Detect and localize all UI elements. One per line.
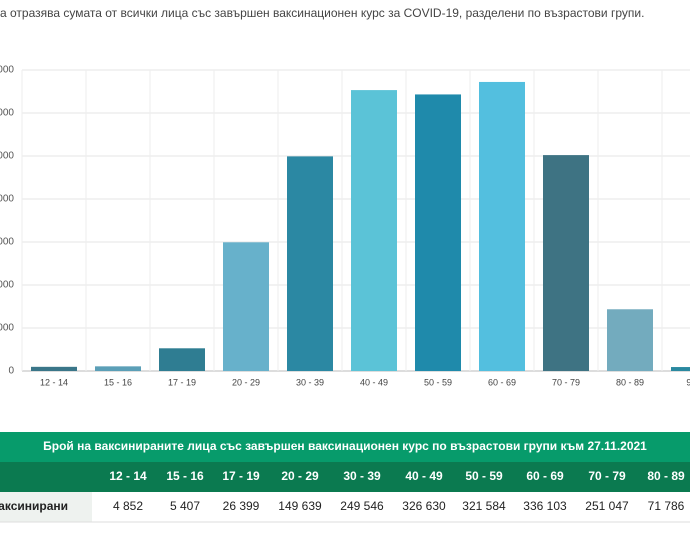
table-header: 40 - 49 [405,469,443,483]
table-cell: 321 584 [462,499,506,513]
bar [479,81,525,372]
x-tick-label: 80 - 89 [616,377,644,387]
bar [159,348,205,371]
bar [95,366,141,371]
x-tick-label: 12 - 14 [40,377,68,387]
table-header: 70 - 79 [588,469,626,483]
y-tick-label: 350000 [0,65,14,76]
y-tick-label: 250000 [0,151,14,162]
bar [287,156,333,371]
table-title-bar [0,432,690,462]
row-label-cell [0,492,92,522]
y-tick-label: 0 [8,366,14,377]
table-header: 30 - 39 [343,469,381,483]
row-label: Брой ваксинирани [0,499,68,513]
table-cell: 336 103 [523,499,567,513]
table-cell: 251 047 [585,499,629,513]
chart-subtitle: а отразява сумата от всички лица със зав… [0,6,644,20]
y-tick-label: 100000 [0,280,14,291]
x-tick-label: 90+ [686,377,690,387]
x-tick-label: 20 - 29 [232,377,260,387]
x-tick-label: 70 - 79 [552,377,580,387]
table-header: 12 - 14 [109,469,147,483]
table-cell: 249 546 [340,499,384,513]
x-tick-label: 17 - 19 [168,377,196,387]
bar [415,94,461,372]
x-tick-label: 60 - 69 [488,377,516,387]
table-header: 17 - 19 [222,469,260,483]
table-cell: 149 639 [278,499,322,513]
x-tick-label: 50 - 59 [424,377,452,387]
bar [543,155,589,371]
y-tick-label: 150000 [0,237,14,248]
table-cell: 5 407 [170,499,200,513]
table-cell: 26 399 [223,499,260,513]
table-header: 80 - 89 [647,469,685,483]
bar [223,242,269,371]
y-tick-label: 50000 [0,323,14,334]
table-header: 60 - 69 [526,469,564,483]
y-tick-label: 300000 [0,108,14,119]
table-header-bar [0,462,690,492]
x-tick-label: 15 - 16 [104,377,132,387]
table-cell: 326 630 [402,499,446,513]
table-cell: 4 852 [113,499,143,513]
x-tick-label: 30 - 39 [296,377,324,387]
table-title: Брой на ваксинираните лица със завършен … [43,439,647,453]
table-header: 20 - 29 [281,469,319,483]
bar [31,366,77,371]
y-tick-label: 200000 [0,194,14,205]
table-header: 50 - 59 [465,469,503,483]
table-header: 15 - 16 [166,469,204,483]
bar [671,367,690,371]
bar [351,90,397,371]
table-cell: 71 786 [648,499,685,513]
x-tick-label: 40 - 49 [360,377,388,387]
bar [607,309,653,371]
